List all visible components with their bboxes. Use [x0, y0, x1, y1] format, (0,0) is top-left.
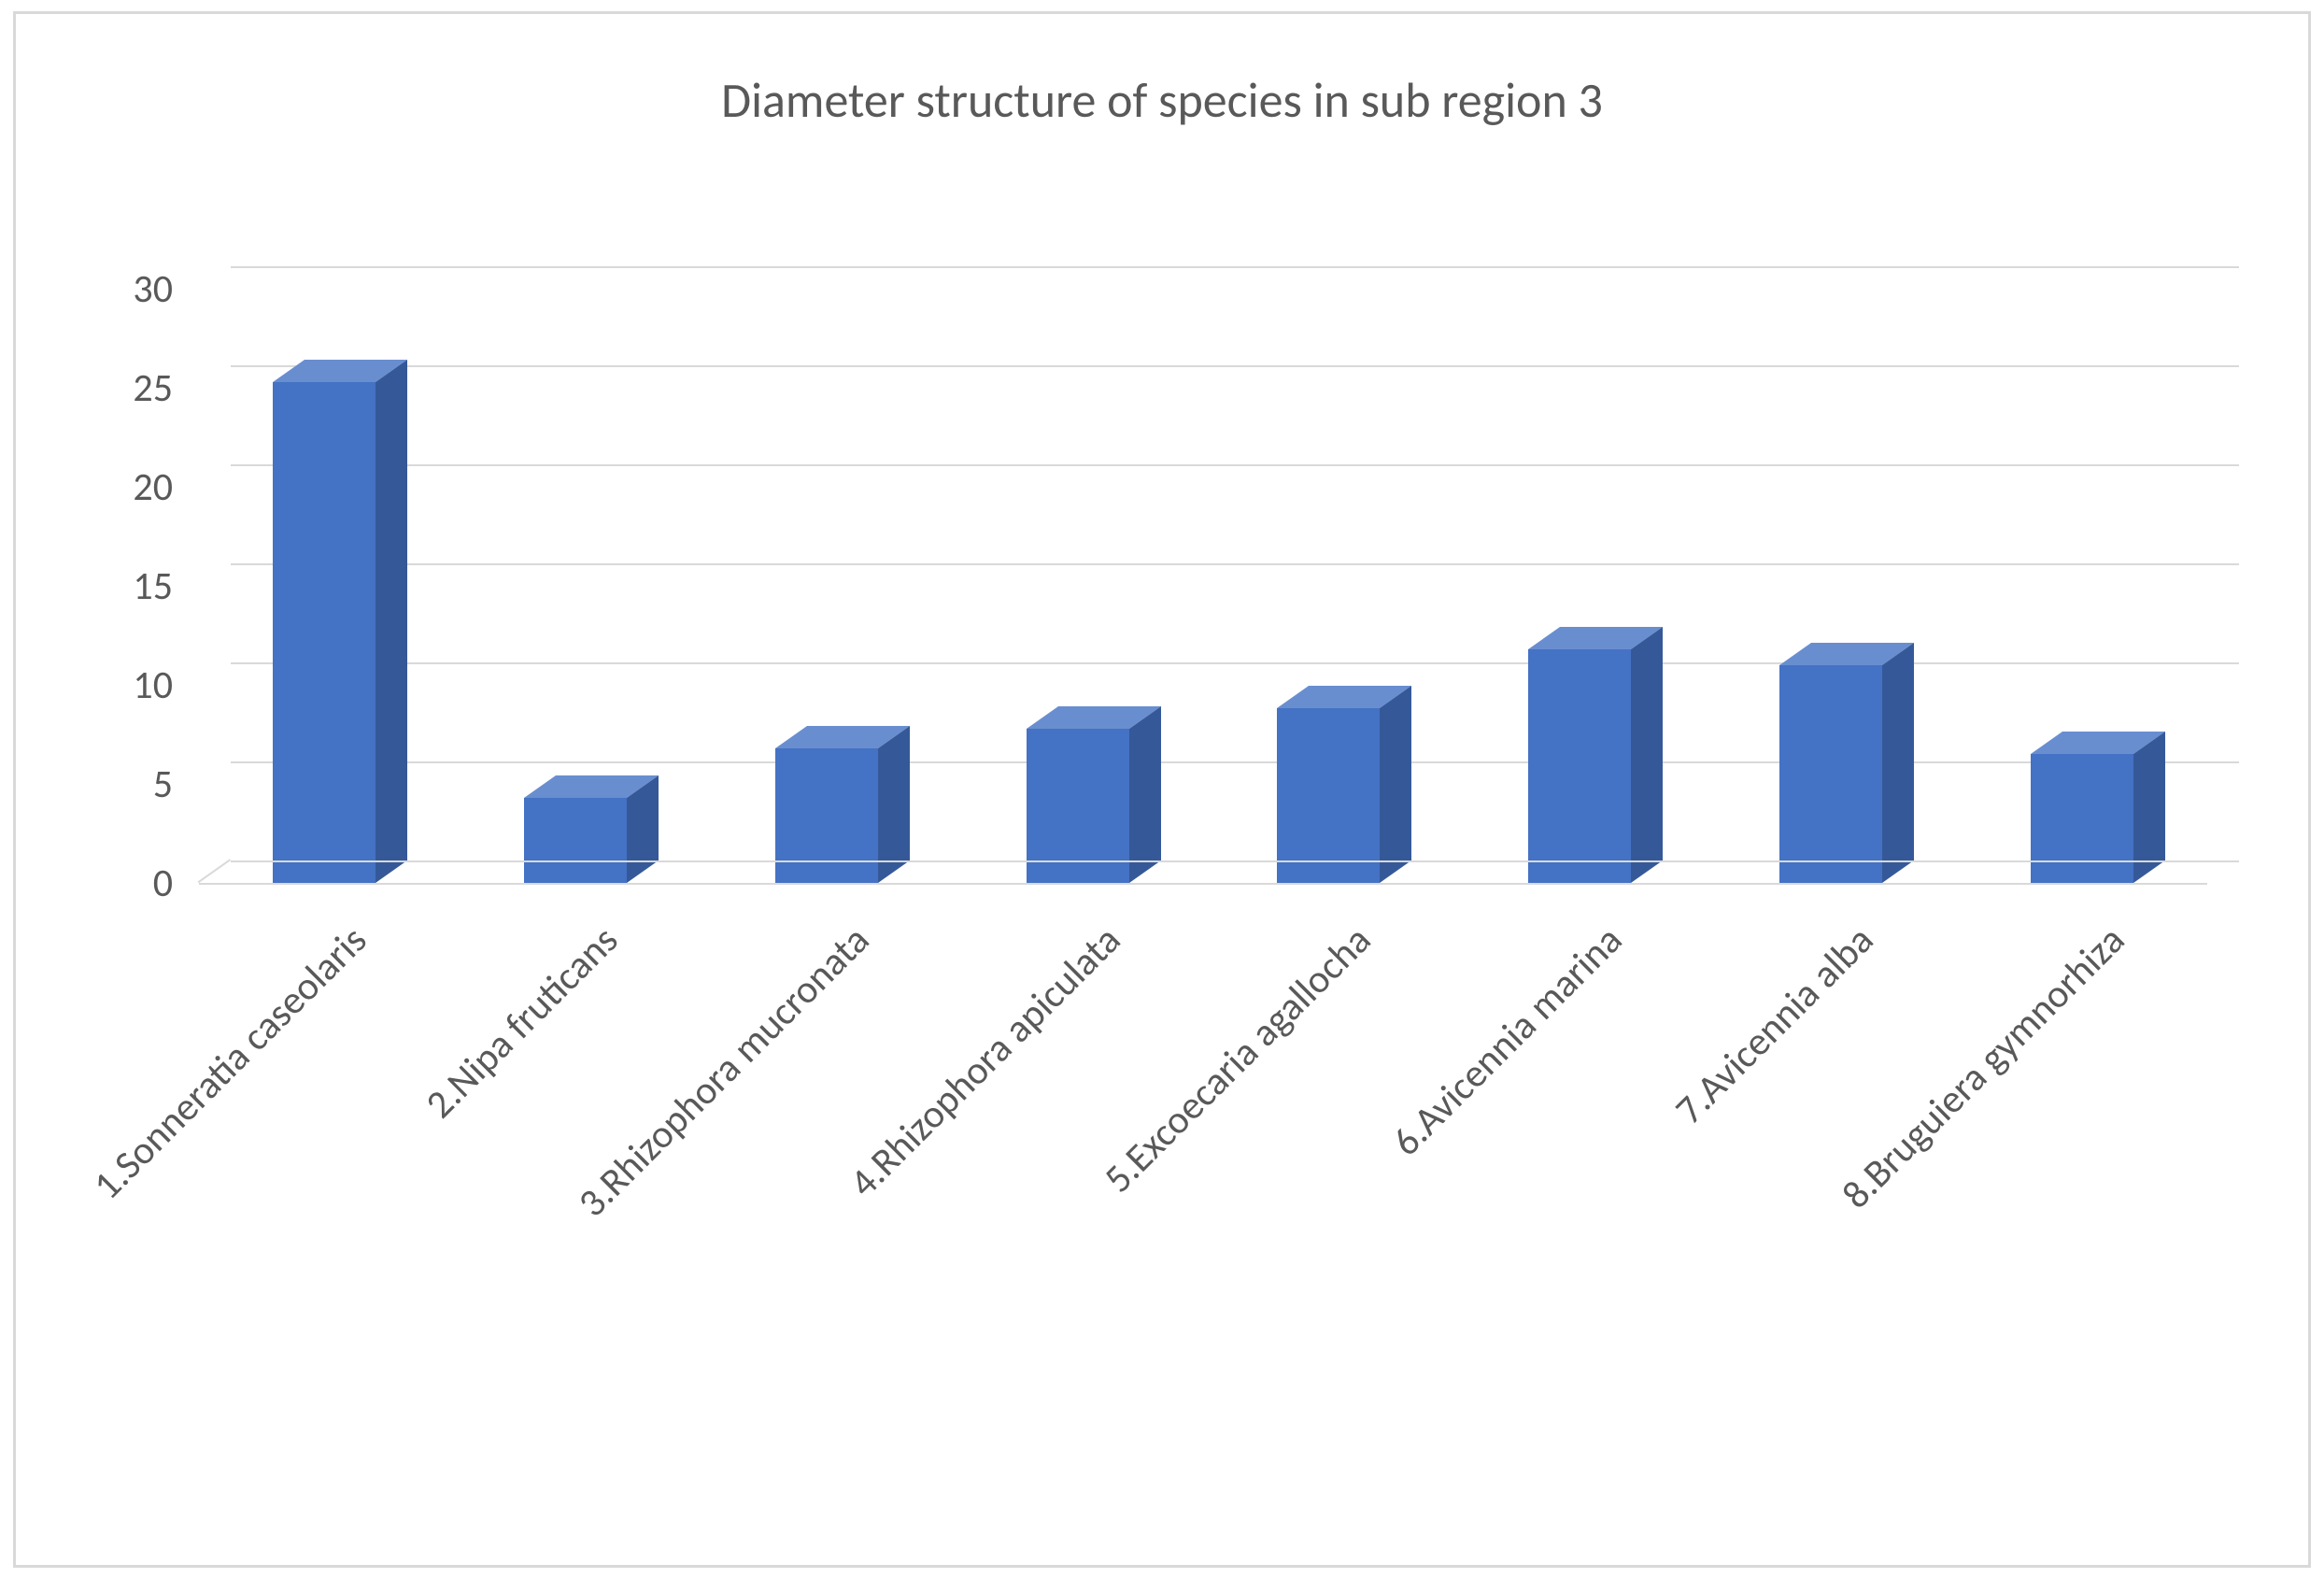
- bar: [1027, 266, 1129, 883]
- bar-side-face: [1129, 706, 1161, 883]
- y-tick-label: 25: [89, 364, 173, 412]
- bar-side-face: [878, 726, 910, 883]
- bar: [775, 266, 878, 883]
- y-tick-label: 30: [89, 265, 173, 313]
- bar-front-face: [1528, 649, 1631, 883]
- x-axis-label: 6.Avicennia marina: [1202, 917, 1632, 1346]
- bar-side-face: [1882, 643, 1914, 883]
- bar: [524, 266, 627, 883]
- x-axis-label: 8.Bruguiera gymnorhiza: [1704, 917, 2133, 1346]
- bar-front-face: [1779, 665, 1882, 883]
- bar: [273, 266, 376, 883]
- floor-left-diagonal: [198, 859, 231, 883]
- y-tick-label: 20: [89, 463, 173, 511]
- bar-side-face: [1631, 627, 1663, 883]
- bar-front-face: [1277, 708, 1380, 883]
- bar-side-face: [376, 360, 407, 883]
- chart-bars-group: [231, 266, 2239, 883]
- bar: [1528, 266, 1631, 883]
- plot-area: [231, 266, 2239, 883]
- chart-title: Diameter structure of species in sub reg…: [16, 70, 2308, 130]
- x-axis-label: 3.Rhizophora mucronata: [449, 917, 879, 1346]
- floor-back-edge: [231, 860, 2239, 862]
- chart-frame: Diameter structure of species in sub reg…: [13, 11, 2311, 1568]
- y-tick-label: 10: [89, 661, 173, 709]
- bar: [1779, 266, 1882, 883]
- x-axis-label: 5.Excoecaria agallocha: [951, 917, 1381, 1346]
- bar: [1277, 266, 1380, 883]
- chart-floor: [231, 860, 2239, 883]
- x-axis-label: 7.Avicennia alba: [1453, 917, 1883, 1346]
- bar-side-face: [1380, 686, 1411, 883]
- bar-front-face: [273, 382, 376, 883]
- y-tick-label: 0: [89, 860, 173, 907]
- y-tick-label: 5: [89, 761, 173, 808]
- x-axis-label: 2.Nipa fruticans: [198, 917, 628, 1346]
- x-axis-label: 4.Rhizophora apiculata: [700, 917, 1129, 1346]
- floor-front-edge: [199, 883, 2207, 885]
- x-axis-label: 1.Sonneratia caseolaris: [0, 917, 376, 1346]
- bar: [2031, 266, 2133, 883]
- y-tick-label: 15: [89, 562, 173, 610]
